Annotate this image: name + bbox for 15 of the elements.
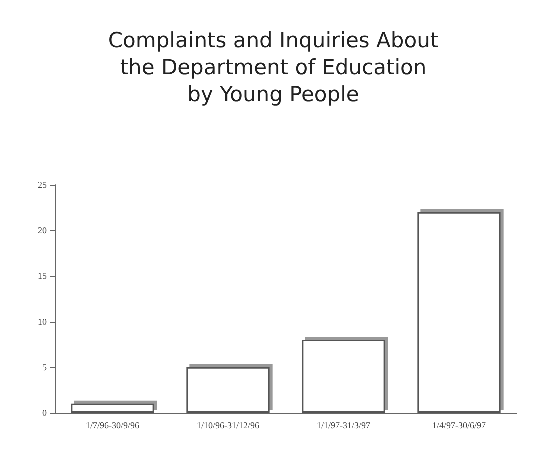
x-tick-label: 1/4/97-30/6/97 bbox=[432, 420, 486, 430]
chart-title: Complaints and Inquiries About the Department of Education by Young People bbox=[108, 28, 439, 106]
y-tick-label: 25 bbox=[38, 180, 48, 190]
x-tick-label: 1/7/96-30/9/96 bbox=[86, 420, 140, 430]
y-tick-label: 0 bbox=[42, 408, 48, 418]
y-tick-label: 15 bbox=[38, 271, 48, 282]
y-tick-label: 5 bbox=[42, 362, 48, 372]
y-tick-label: 10 bbox=[38, 316, 48, 327]
bar bbox=[71, 404, 154, 413]
bar bbox=[302, 340, 386, 413]
x-tick-label: 1/10/96-31/12/96 bbox=[197, 420, 260, 430]
y-tick-label: 20 bbox=[38, 226, 48, 236]
x-tick-label: 1/1/97-31/3/97 bbox=[317, 420, 371, 430]
bar bbox=[186, 367, 270, 413]
bar bbox=[418, 212, 501, 413]
